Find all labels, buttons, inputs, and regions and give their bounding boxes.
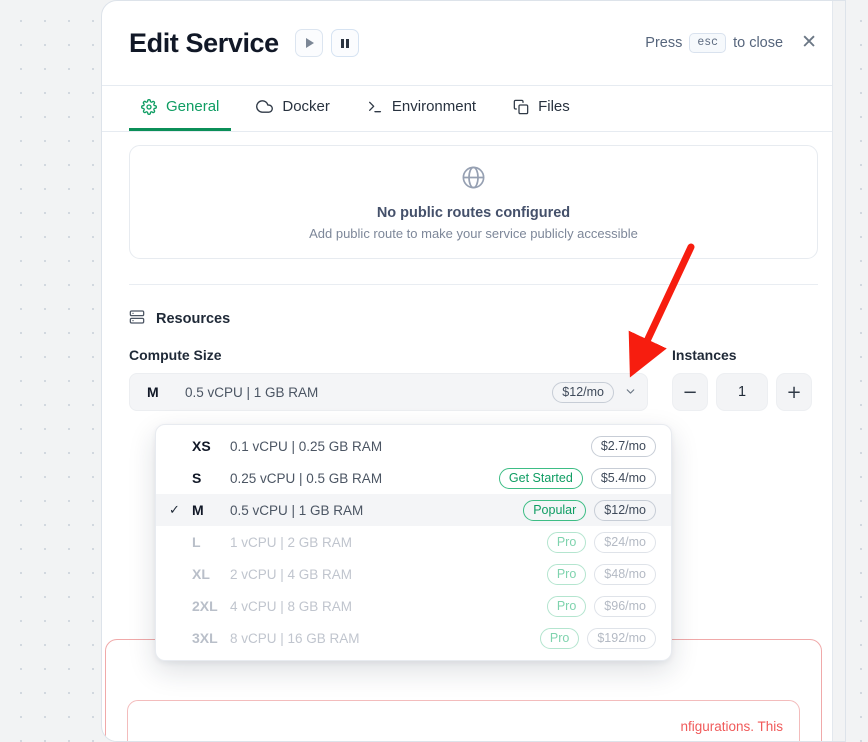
check-icon: ✓: [169, 502, 180, 518]
compute-size-label: Compute Size: [129, 347, 222, 363]
compute-size-option[interactable]: ✓ M 0.5 vCPU | 1 GB RAM Popular $12/mo: [156, 494, 671, 526]
option-size-spec: 8 vCPU | 16 GB RAM: [230, 630, 360, 646]
option-price: $12/mo: [594, 499, 656, 521]
compute-size-option: 3XL 8 vCPU | 16 GB RAM Pro $192/mo: [156, 622, 671, 654]
play-icon: [305, 38, 314, 48]
option-badge: Pro: [546, 531, 587, 553]
compute-size-option[interactable]: S 0.25 vCPU | 0.5 GB RAM Get Started $5.4/m…: [156, 462, 671, 494]
compute-size-option: 2XL 4 vCPU | 8 GB RAM Pro $96/mo: [156, 590, 671, 622]
danger-zone-warning-box: nfigurations. This: [127, 700, 800, 741]
option-size-code: XL: [192, 566, 210, 582]
press-label: Press: [645, 34, 683, 51]
compute-size-group: Compute Size M 0.5 vCPU | 1 GB RAM $12/m…: [129, 347, 648, 411]
files-icon: [513, 99, 529, 115]
resources-title: Resources: [156, 311, 231, 327]
option-meta: $2.7/mo: [590, 435, 656, 457]
chevron-down-icon: [624, 385, 637, 400]
option-badge: Pro: [546, 563, 587, 585]
tab-general-label: General: [166, 98, 220, 115]
instances-stepper: − 1 +: [672, 373, 818, 411]
tab-environment-label: Environment: [391, 98, 477, 115]
option-badge: Popular: [523, 499, 587, 521]
instances-decrement-button[interactable]: −: [672, 373, 708, 411]
option-badge: Pro: [539, 627, 580, 649]
option-meta: Pro $96/mo: [546, 595, 656, 617]
option-size-spec: 4 vCPU | 8 GB RAM: [230, 598, 353, 614]
gear-icon: [141, 98, 157, 115]
option-meta: Get Started $5.4/mo: [498, 467, 656, 489]
compute-size-option[interactable]: XS 0.1 vCPU | 0.25 GB RAM $2.7/mo: [156, 430, 671, 462]
option-size-code: M: [192, 502, 204, 518]
option-meta: Pro $192/mo: [539, 627, 656, 649]
compute-size-option: L 1 vCPU | 2 GB RAM Pro $24/mo: [156, 526, 671, 558]
instances-group: Instances − 1 +: [672, 347, 818, 411]
option-size-spec: 0.25 vCPU | 0.5 GB RAM: [230, 470, 383, 486]
option-meta: Pro $24/mo: [546, 531, 656, 553]
modal-scrollbar[interactable]: [832, 1, 845, 741]
option-price: $2.7/mo: [590, 435, 656, 457]
compute-size-select[interactable]: M 0.5 vCPU | 1 GB RAM $12/mo: [129, 373, 648, 411]
option-badge: Pro: [546, 595, 587, 617]
option-size-spec: 2 vCPU | 4 GB RAM: [230, 566, 353, 582]
instances-label: Instances: [672, 347, 737, 363]
esc-key-badge: esc: [689, 32, 727, 54]
tab-files[interactable]: Files: [501, 85, 582, 131]
option-meta: Popular $12/mo: [523, 499, 656, 521]
tab-general[interactable]: General: [129, 85, 232, 131]
tab-files-label: Files: [538, 98, 570, 115]
tab-environment[interactable]: Environment: [355, 85, 488, 131]
tab-bar: General Docker Environment: [102, 85, 845, 132]
option-price: $96/mo: [594, 595, 656, 617]
option-price: $192/mo: [587, 627, 656, 649]
no-routes-subtitle: Add public route to make your service pu…: [309, 225, 638, 241]
close-icon[interactable]: ✕: [801, 31, 817, 54]
option-price: $48/mo: [594, 563, 656, 585]
option-size-code: XS: [192, 438, 211, 454]
option-size-code: 3XL: [192, 630, 218, 646]
selected-size-spec: 0.5 vCPU | 1 GB RAM: [185, 384, 319, 400]
option-badge: Get Started: [498, 467, 583, 489]
instances-increment-button[interactable]: +: [776, 373, 812, 411]
terminal-icon: [367, 99, 383, 115]
option-price: $24/mo: [594, 531, 656, 553]
section-divider: [129, 284, 818, 285]
option-size-code: 2XL: [192, 598, 218, 614]
option-size-spec: 0.5 vCPU | 1 GB RAM: [230, 502, 364, 518]
option-size-code: L: [192, 534, 201, 550]
cloud-icon: [256, 98, 274, 115]
option-price: $5.4/mo: [590, 467, 656, 489]
globe-icon: [460, 164, 487, 196]
pause-icon: [341, 38, 349, 48]
option-meta: Pro $48/mo: [546, 563, 656, 585]
selected-size-price: $12/mo: [552, 381, 614, 403]
tab-docker-label: Docker: [282, 98, 330, 115]
option-size-spec: 0.1 vCPU | 0.25 GB RAM: [230, 438, 383, 454]
compute-size-option: XL 2 vCPU | 4 GB RAM Pro $48/mo: [156, 558, 671, 590]
option-size-spec: 1 vCPU | 2 GB RAM: [230, 534, 353, 550]
close-hint: Press esc to close ✕: [645, 31, 817, 54]
option-size-code: S: [192, 470, 202, 486]
compute-size-dropdown: XS 0.1 vCPU | 0.25 GB RAM $2.7/mo S 0.25 vCP…: [155, 424, 672, 661]
selected-size-code: M: [147, 384, 159, 400]
danger-zone-warning-text: nfigurations. This: [680, 719, 783, 734]
no-routes-title: No public routes configured: [376, 204, 571, 221]
instances-value[interactable]: 1: [716, 373, 768, 411]
resources-section-header: Resources: [129, 309, 818, 329]
modal-header: Edit Service Press esc to close ✕: [102, 1, 845, 85]
pause-button[interactable]: [330, 29, 359, 57]
tab-docker[interactable]: Docker: [244, 85, 342, 131]
page-title: Edit Service: [129, 27, 279, 58]
resources-row: Compute Size M 0.5 vCPU | 1 GB RAM $12/m…: [129, 347, 818, 411]
to-close-label: to close: [733, 34, 784, 51]
server-icon: [129, 309, 145, 329]
play-button[interactable]: [294, 29, 323, 57]
public-routes-card: No public routes configured Add public r…: [129, 145, 818, 259]
modal-body: No public routes configured Add public r…: [102, 145, 845, 741]
